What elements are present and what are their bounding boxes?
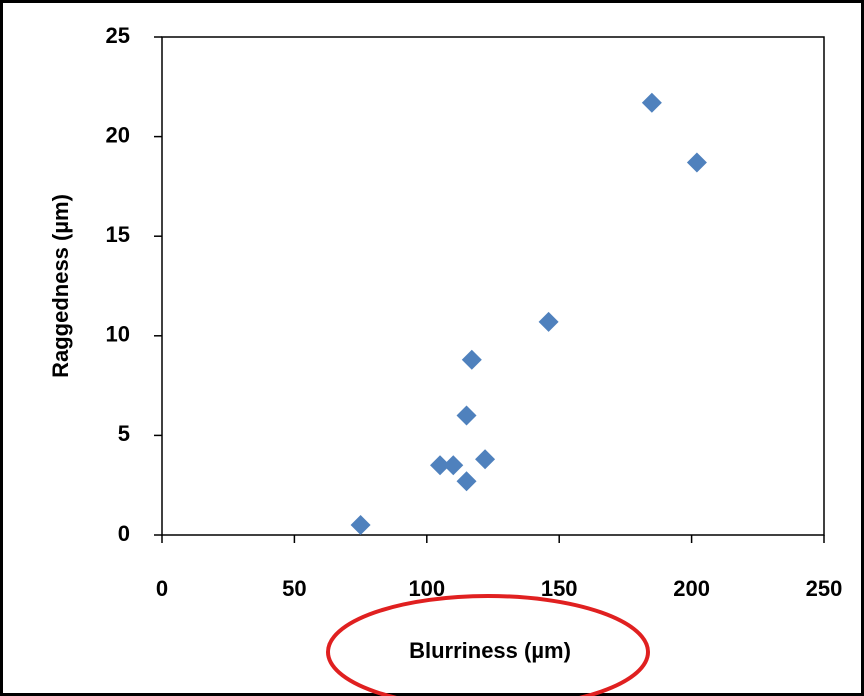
highlight-ellipse bbox=[326, 594, 650, 696]
y-tick-label: 0 bbox=[118, 521, 130, 546]
point bbox=[456, 471, 477, 492]
x-axis-label: Blurriness (µm) bbox=[409, 638, 571, 663]
plot-area bbox=[161, 36, 825, 536]
y-tick-label: 20 bbox=[106, 122, 130, 147]
point bbox=[443, 455, 464, 476]
x-tick-label: 250 bbox=[806, 576, 843, 601]
y-tick-label: 5 bbox=[118, 421, 130, 446]
point bbox=[475, 449, 496, 470]
x-tick-label: 50 bbox=[282, 576, 306, 601]
point bbox=[641, 92, 662, 113]
point bbox=[686, 152, 707, 173]
x-tick-label: 200 bbox=[673, 576, 710, 601]
y-axis-label: Raggedness (µm) bbox=[48, 194, 73, 378]
point bbox=[538, 311, 559, 332]
x-tick-label: 0 bbox=[156, 576, 168, 601]
y-tick-label: 25 bbox=[106, 23, 130, 48]
y-tick-label: 15 bbox=[106, 222, 130, 247]
y-tick-label: 10 bbox=[106, 322, 130, 347]
point bbox=[430, 455, 451, 476]
point bbox=[350, 515, 371, 536]
point bbox=[461, 349, 482, 370]
x-tick-label: 150 bbox=[541, 576, 578, 601]
point bbox=[456, 405, 477, 426]
